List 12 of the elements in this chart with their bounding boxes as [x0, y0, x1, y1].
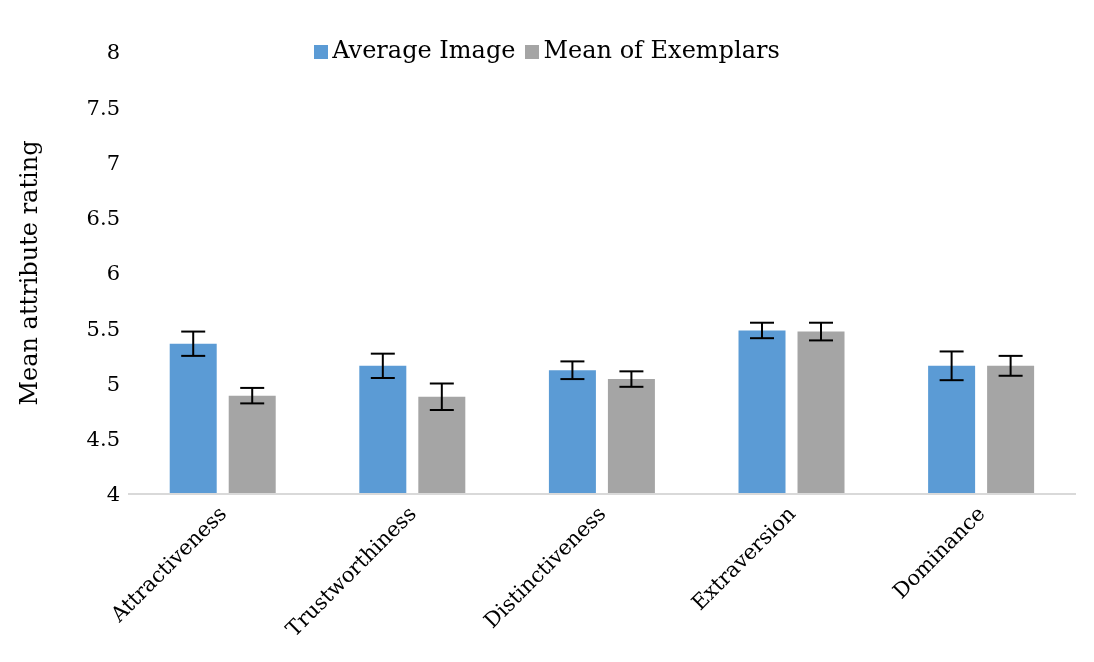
y-tick-label: 5 — [106, 371, 120, 396]
legend-label: Mean of Exemplars — [543, 36, 780, 64]
y-tick-label: 7 — [106, 150, 120, 175]
y-tick-label: 5.5 — [86, 316, 120, 341]
legend-label: Average Image — [332, 36, 516, 64]
y-axis-title: Mean attribute rating — [14, 140, 43, 406]
y-tick-label: 6.5 — [86, 206, 120, 231]
y-tick-label: 4.5 — [86, 427, 120, 452]
y-tick-label: 7.5 — [86, 95, 120, 120]
y-tick-label: 4 — [106, 482, 120, 507]
y-tick-label: 6 — [106, 261, 120, 286]
y-tick-label: 8 — [106, 40, 120, 65]
